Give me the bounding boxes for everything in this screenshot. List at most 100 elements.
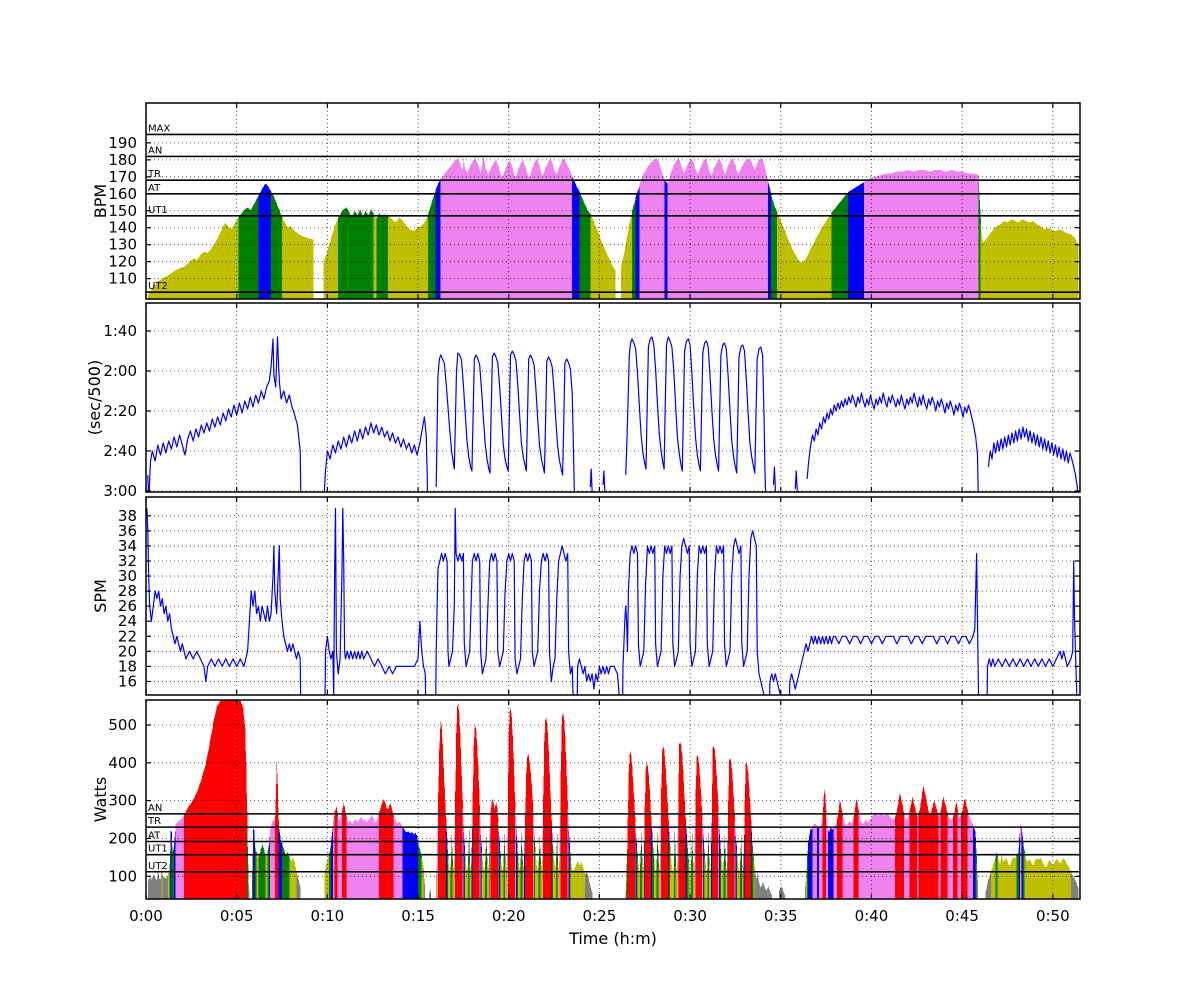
watts-area-segment bbox=[1027, 858, 1030, 899]
y-tick-label: 110 bbox=[108, 270, 137, 288]
bpm-area-segment bbox=[496, 159, 500, 299]
watts-area-segment bbox=[395, 820, 398, 899]
pace-border bbox=[145, 302, 1081, 493]
bpm-area-segment bbox=[721, 164, 725, 299]
watts-area-segment bbox=[575, 861, 579, 899]
bpm-area-segment bbox=[837, 198, 843, 299]
watts-area-segment bbox=[327, 853, 330, 899]
bpm-area-segment bbox=[945, 170, 952, 299]
spm-grid bbox=[146, 497, 1080, 695]
bpm-area-segment bbox=[448, 164, 453, 299]
watts-area-segment bbox=[393, 816, 396, 899]
watts-area-segment bbox=[216, 700, 221, 899]
watts-area-segment bbox=[866, 819, 869, 899]
bpm-area-segment bbox=[820, 220, 827, 299]
bpm-area-segment bbox=[1047, 227, 1052, 299]
watts-area-segment bbox=[1063, 858, 1066, 899]
watts-area-segment bbox=[397, 821, 400, 899]
x-tick-label: 0:25 bbox=[583, 907, 617, 925]
watts-area-segment bbox=[959, 815, 962, 899]
watts-area-segment bbox=[258, 850, 261, 899]
bpm-area-segment bbox=[956, 171, 963, 299]
bpm-area-segment bbox=[815, 229, 822, 299]
y-tick-label: 24 bbox=[118, 612, 137, 630]
watts-area-segment bbox=[399, 821, 402, 899]
bpm-area-segment bbox=[435, 183, 439, 299]
bpm-area-segment bbox=[1065, 232, 1072, 299]
bpm-area-segment bbox=[227, 226, 232, 299]
bpm-area-segment bbox=[218, 227, 223, 299]
x-tick-label: 0:45 bbox=[945, 907, 979, 925]
watts-area-segment bbox=[1058, 861, 1061, 899]
y-tick-label: 140 bbox=[108, 219, 137, 237]
watts-area-segment bbox=[423, 868, 425, 899]
watts-area-segment bbox=[360, 816, 364, 899]
spm-axis-title: SPM bbox=[91, 579, 110, 613]
bpm-area-segment bbox=[686, 161, 690, 299]
watts-area-segment bbox=[406, 830, 409, 899]
bpm-area-segment bbox=[156, 278, 163, 299]
bpm-area-segment bbox=[978, 175, 981, 299]
y-tick-label: 120 bbox=[108, 253, 137, 271]
bpm-area-segment bbox=[940, 170, 947, 299]
watts-area-segment bbox=[873, 813, 876, 899]
x-tick-label: 0:30 bbox=[673, 907, 707, 925]
bpm-area-segment bbox=[934, 170, 941, 299]
watts-area-segment bbox=[1040, 857, 1043, 899]
zone-label-ut1: UT1 bbox=[148, 205, 168, 216]
bpm-area-segment bbox=[664, 180, 668, 299]
zone-label-ut1: UT1 bbox=[148, 844, 168, 855]
watts-area-segment bbox=[400, 824, 404, 899]
bpm-area-segment bbox=[498, 168, 502, 299]
watts-area-segment bbox=[1034, 858, 1037, 899]
watts-area-segment bbox=[240, 701, 244, 899]
watts-area-segment bbox=[896, 799, 900, 899]
watts-area-segment bbox=[338, 817, 341, 899]
watts-area-segment bbox=[359, 816, 362, 899]
zone-label-tr: TR bbox=[147, 816, 161, 827]
bpm-area-segment bbox=[1014, 220, 1019, 299]
pace-axis-title: (sec/500) bbox=[85, 360, 104, 435]
y-tick-label: 180 bbox=[108, 151, 137, 169]
bpm-area-segment bbox=[334, 217, 339, 299]
bpm-area-segment bbox=[349, 212, 353, 299]
watts-area-segment bbox=[346, 817, 349, 899]
watts-area-segment bbox=[849, 821, 852, 899]
y-tick-label: 28 bbox=[118, 582, 137, 600]
bpm-area-segment bbox=[417, 226, 422, 299]
watts-area-segment bbox=[913, 800, 916, 899]
watts-axis-title: Watts bbox=[91, 777, 110, 822]
bpm-area-segment bbox=[639, 175, 644, 299]
bpm-area-segment bbox=[279, 210, 283, 299]
pace-plot-area bbox=[147, 336, 1079, 492]
watts-area-segment bbox=[377, 812, 380, 899]
watts-area-segment bbox=[1025, 858, 1028, 899]
bpm-area-segment bbox=[207, 248, 212, 299]
bpm-area-segment bbox=[284, 222, 288, 299]
bpm-area-segment bbox=[370, 209, 375, 299]
bpm-area-segment bbox=[517, 163, 521, 299]
bpm-area-segment bbox=[346, 207, 350, 299]
y-tick-label: 30 bbox=[118, 567, 137, 585]
bpm-area-segment bbox=[569, 170, 573, 299]
bpm-area-segment bbox=[528, 170, 532, 299]
bpm-area-segment bbox=[376, 212, 380, 299]
watts-area-segment bbox=[153, 874, 156, 899]
watts-area-segment bbox=[254, 847, 258, 899]
y-tick-label: 2:20 bbox=[103, 402, 137, 420]
bpm-area-segment bbox=[1074, 237, 1079, 299]
bpm-area-segment bbox=[880, 173, 887, 299]
bpm-area-segment bbox=[1003, 220, 1008, 299]
watts-area-segment bbox=[1045, 863, 1048, 899]
watts-area-segment bbox=[380, 801, 384, 899]
bpm-area-segment bbox=[399, 217, 404, 299]
watts-area-segment bbox=[847, 821, 851, 899]
watts-area-segment bbox=[413, 832, 416, 899]
bpm-area-segment bbox=[483, 154, 486, 299]
bpm-area-segment bbox=[1032, 220, 1037, 299]
watts-area-segment bbox=[586, 871, 589, 899]
watts-area-segment bbox=[151, 874, 154, 899]
watts-area-segment bbox=[869, 817, 872, 899]
watts-area-segment bbox=[292, 857, 296, 899]
bpm-area-segment bbox=[327, 237, 332, 299]
